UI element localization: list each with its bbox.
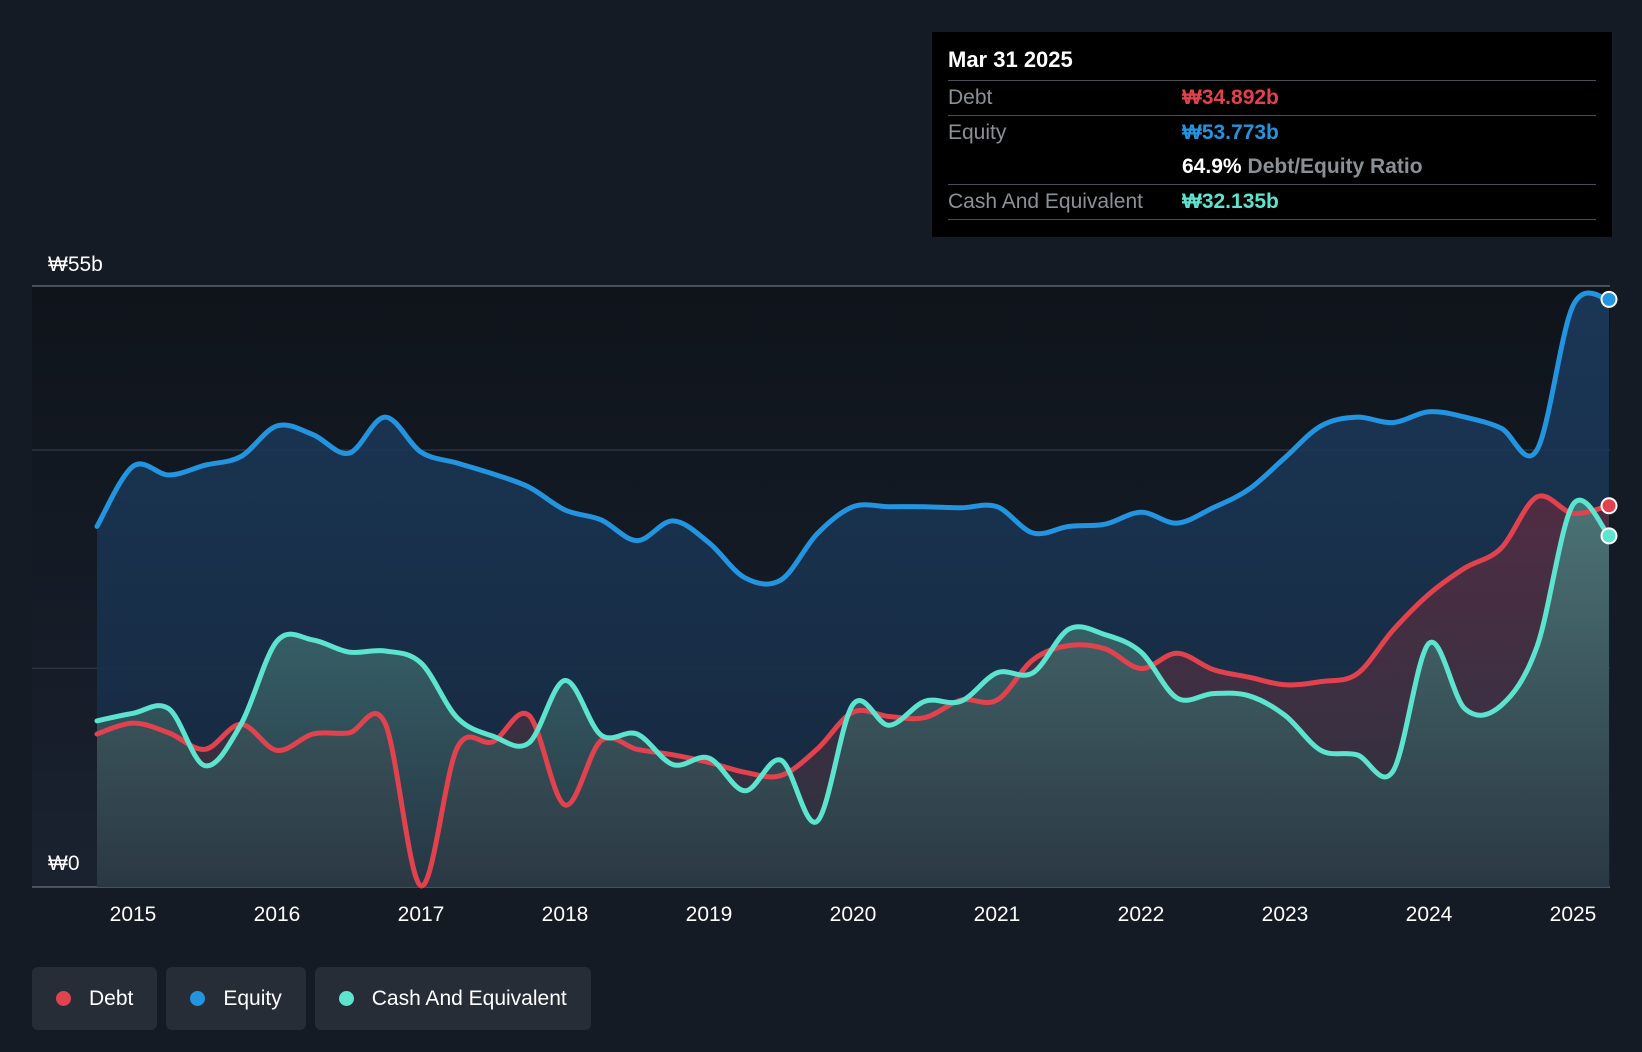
x-tick-label: 2019 xyxy=(686,903,733,926)
tooltip-cash-label: Cash And Equivalent xyxy=(948,190,1143,213)
tooltip-ratio-value: 64.9% xyxy=(1182,155,1242,178)
legend-item-debt[interactable]: Debt xyxy=(32,967,158,1030)
tooltip-panel: Mar 31 2025 Debt ₩34.892b Equity ₩53.773… xyxy=(932,32,1612,237)
x-tick-label: 2020 xyxy=(830,903,877,926)
tooltip-cash-value: ₩32.135b xyxy=(1182,190,1279,213)
tooltip-equity-row: Equity ₩53.773b xyxy=(948,116,1596,150)
x-tick-label: 2024 xyxy=(1406,903,1453,926)
tooltip-ratio-label: Debt/Equity Ratio xyxy=(1247,155,1423,178)
cash-dot-icon xyxy=(338,991,354,1006)
tooltip-debt-value: ₩34.892b xyxy=(1182,86,1279,109)
legend-label-equity: Equity xyxy=(223,986,282,1010)
cash-line xyxy=(94,497,1612,825)
legend-item-cash[interactable]: Cash And Equivalent xyxy=(314,967,591,1030)
equity-end-marker xyxy=(1600,290,1618,308)
cash-area xyxy=(97,500,1609,887)
tooltip-cash-row: Cash And Equivalent ₩32.135b xyxy=(948,185,1596,220)
tooltip-debt-label: Debt xyxy=(948,86,993,109)
x-tick-label: 2025 xyxy=(1550,903,1597,926)
x-tick-label: 2016 xyxy=(254,903,301,926)
equity-dot-icon xyxy=(190,991,206,1006)
tooltip-ratio-row: 64.9% Debt/Equity Ratio xyxy=(948,150,1596,185)
tooltip-equity-value: ₩53.773b xyxy=(1182,121,1279,144)
legend-label-cash: Cash And Equivalent xyxy=(371,986,567,1010)
y-tick-label-zero: ₩0 xyxy=(48,852,80,875)
equity-line xyxy=(94,290,1612,587)
legend-label-debt: Debt xyxy=(89,986,134,1010)
tooltip-equity-label: Equity xyxy=(948,121,1007,144)
x-tick-label: 2021 xyxy=(974,903,1021,926)
x-tick-label: 2023 xyxy=(1262,903,1309,926)
tooltip-date: Mar 31 2025 xyxy=(948,46,1596,81)
x-tick-label: 2015 xyxy=(110,903,157,926)
debt-end-marker xyxy=(1600,497,1618,515)
y-tick-label-max: ₩55b xyxy=(48,253,103,276)
debt-dot-icon xyxy=(56,991,71,1006)
tooltip-debt-row: Debt ₩34.892b xyxy=(948,81,1596,116)
x-tick-label: 2022 xyxy=(1118,903,1165,926)
x-tick-label: 2018 xyxy=(542,903,589,926)
x-tick-label: 2017 xyxy=(398,903,445,926)
cash-end-marker xyxy=(1600,527,1618,545)
legend-item-equity[interactable]: Equity xyxy=(166,967,306,1030)
legend: Debt Equity Cash And Equivalent xyxy=(32,967,591,1030)
debt-line xyxy=(94,493,1612,889)
